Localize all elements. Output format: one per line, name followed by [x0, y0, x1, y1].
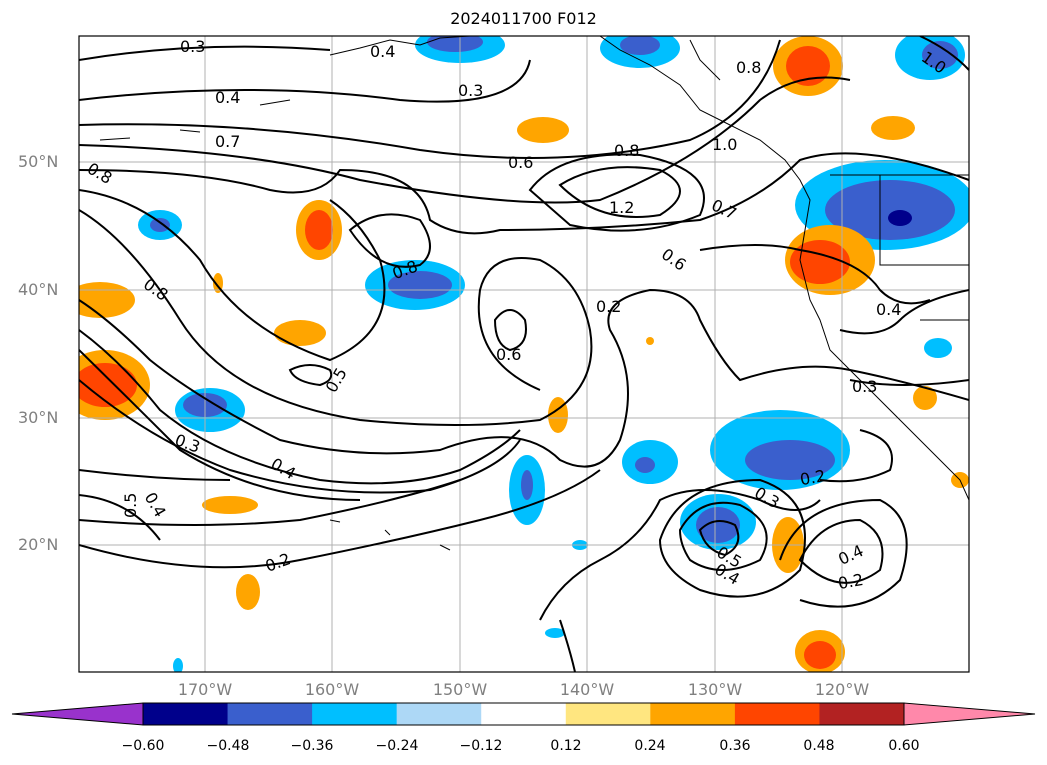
colorbar-segment: [650, 703, 736, 725]
colorbar-min-extension: [11, 702, 144, 726]
contour-label: 0.4: [370, 42, 395, 61]
plot-frame: [78, 35, 970, 673]
colorbar-outline: [142, 702, 905, 726]
contour-lines: [79, 36, 969, 672]
contour-label: 0.4: [876, 300, 901, 319]
colorbar-segment: [565, 703, 651, 725]
contour-label: 0.2: [837, 570, 865, 593]
colorbar-tick-label: 0.60: [888, 738, 920, 754]
contour-label: 0.6: [496, 345, 521, 364]
contour-label: 0.8: [736, 58, 761, 77]
contour-label: 0.4: [215, 88, 240, 107]
contour-label: 0.2: [799, 466, 827, 489]
contour-label: 0.3: [852, 377, 877, 396]
contour-label: 0.3: [458, 81, 483, 100]
colorbar: [11, 702, 1036, 726]
graticule: [79, 36, 969, 672]
lat-label: 30°N: [18, 408, 59, 427]
contour-label: 0.8: [614, 141, 639, 160]
colorbar-tick-label: −0.24: [375, 738, 419, 754]
colorbar-tick-label: 0.12: [550, 738, 582, 754]
lon-label: 160°W: [304, 680, 360, 699]
colorbar-tick-label: −0.60: [121, 738, 165, 754]
lon-label: 150°W: [432, 680, 488, 699]
colorbar-tick-label: 0.48: [803, 738, 835, 754]
negative-anomaly-areas: [138, 36, 969, 672]
colorbar-tick-label: 0.24: [634, 738, 666, 754]
contour-label: 0.6: [508, 153, 533, 172]
colorbar-segment: [734, 703, 820, 725]
lon-label: 130°W: [687, 680, 743, 699]
lat-label: 20°N: [18, 535, 59, 554]
coastlines: [99, 36, 969, 551]
colorbar-tick-label: 0.36: [719, 738, 751, 754]
colorbar-segment: [396, 703, 482, 725]
contour-label: 0.5: [121, 493, 140, 518]
plot-area: [79, 36, 969, 672]
colorbar-segment: [227, 703, 313, 725]
colorbar-segment: [481, 703, 567, 725]
lat-label: 40°N: [18, 280, 59, 299]
colorbar-segment: [819, 703, 905, 725]
lat-label: 50°N: [18, 152, 59, 171]
colorbar-segment: [312, 703, 398, 725]
lon-label: 140°W: [559, 680, 615, 699]
anomaly-shading: [79, 36, 969, 672]
contour-label: 0.3: [180, 37, 205, 56]
colorbar-segment: [143, 703, 229, 725]
colorbar-tick-label: −0.12: [459, 738, 503, 754]
contour-label: 1.2: [609, 198, 634, 217]
colorbar-tick-label: −0.48: [206, 738, 250, 754]
contour-label: 0.7: [215, 132, 240, 151]
map-title: 2024011700 F012: [450, 9, 597, 28]
contour-label: 1.0: [712, 135, 737, 154]
colorbar-tick-label: −0.36: [290, 738, 334, 754]
colorbar-max-extension: [903, 702, 1036, 726]
contour-label: 0.2: [596, 297, 621, 316]
lon-label: 170°W: [177, 680, 233, 699]
lon-label: 120°W: [814, 680, 870, 699]
